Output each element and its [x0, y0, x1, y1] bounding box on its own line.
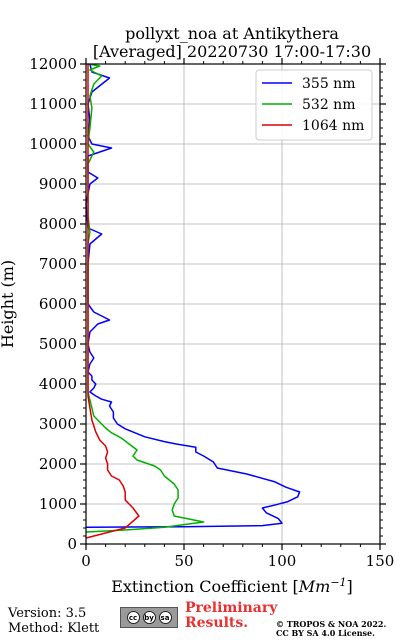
- cc-license-badge: cc by sa: [120, 607, 178, 628]
- y-axis-label: Height (m): [0, 260, 17, 348]
- legend: 355 nm 532 nm 1064 nm: [255, 69, 373, 141]
- series-line-355nm: [85, 63, 301, 528]
- y-tick-label: 4000: [39, 375, 77, 393]
- y-tick-label: 2000: [39, 455, 77, 473]
- copyright-line-1: © TROPOS & NOA 2022.: [276, 619, 387, 629]
- series-layer: [85, 63, 301, 539]
- cc-icon: cc: [126, 611, 140, 624]
- x-axis-label-close: ]: [347, 577, 353, 596]
- chart-subtitle: [Averaged] 20220730 17:00-17:30: [93, 42, 371, 61]
- y-tick-label: 3000: [39, 415, 77, 433]
- x-axis-label: Extinction Coefficient [Mm−1]: [111, 576, 353, 596]
- copyright-notice: © TROPOS & NOA 2022. CC BY SA 4.0 Licens…: [276, 620, 386, 638]
- by-icon: by: [142, 611, 156, 624]
- x-tick-label: 100: [268, 552, 297, 570]
- sa-icon: sa: [158, 611, 172, 624]
- axis-ticks: 0 50 100 150 0 1000 2000 3000 4000 5000 6000 7000 80…: [29, 55, 394, 570]
- y-tick-label: 5000: [39, 335, 77, 353]
- y-tick-label: 10000: [29, 135, 77, 153]
- y-tick-label: 1000: [39, 495, 77, 513]
- x-tick-label: 0: [81, 552, 91, 570]
- y-tick-label: 11000: [29, 95, 77, 113]
- extinction-profile-chart: pollyxt_noa at Antikythera [Averaged] 20…: [0, 24, 394, 596]
- x-axis-label-exponent: −1: [330, 576, 346, 589]
- x-axis-label-text: Extinction Coefficient [: [111, 577, 299, 596]
- x-tick-label: 150: [366, 552, 395, 570]
- version-text: Version: 3.5: [8, 606, 87, 621]
- preliminary-line-2: Results.: [185, 615, 249, 631]
- y-tick-label: 6000: [39, 295, 77, 313]
- footer-info: Version: 3.5 Method: Klett: [8, 606, 99, 636]
- y-tick-label: 8000: [39, 215, 77, 233]
- series-line-1064nm: [85, 64, 140, 539]
- preliminary-notice: Preliminary Results.: [185, 601, 277, 631]
- series-line-532nm: [85, 63, 205, 533]
- x-axis-label-unit: Mm: [298, 577, 331, 596]
- y-tick-label: 0: [67, 535, 77, 553]
- method-text: Method: Klett: [8, 621, 100, 636]
- x-tick-label: 50: [174, 552, 193, 570]
- legend-label-532nm: 532 nm: [302, 97, 355, 113]
- legend-box: [255, 69, 373, 141]
- copyright-line-2: CC BY SA 4.0 License.: [276, 628, 375, 638]
- chart-title: pollyxt_noa at Antikythera: [125, 24, 339, 43]
- y-tick-label: 9000: [39, 175, 77, 193]
- y-tick-label: 7000: [39, 255, 77, 273]
- preliminary-line-1: Preliminary: [185, 600, 278, 616]
- y-tick-label: 12000: [29, 55, 77, 73]
- legend-label-1064nm: 1064 nm: [302, 118, 364, 134]
- legend-label-355nm: 355 nm: [302, 76, 355, 92]
